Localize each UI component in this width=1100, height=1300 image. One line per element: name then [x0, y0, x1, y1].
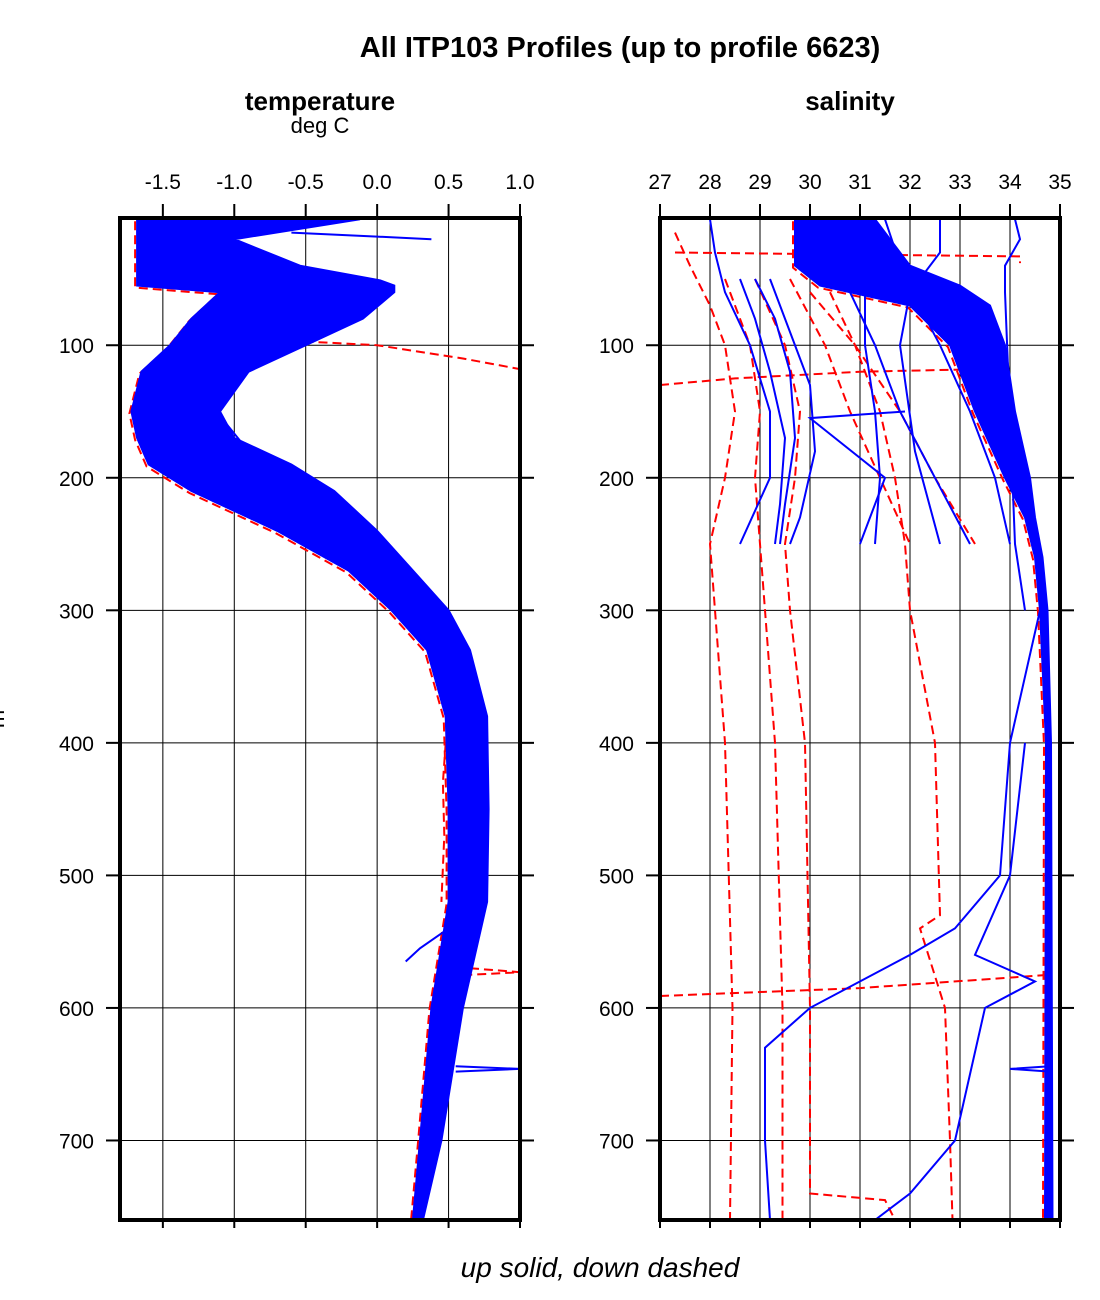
y-tick-label: 300: [599, 600, 634, 623]
up-profile-line: [898, 219, 941, 545]
panel-frame: [658, 216, 1062, 1222]
up-profile-line: [834, 219, 971, 545]
y-tick-label: 500: [599, 865, 634, 888]
salinity-data: [660, 218, 1054, 1220]
y-tick-label: 700: [59, 1130, 94, 1153]
y-tick-label: 600: [59, 998, 94, 1021]
temperature-panel: -1.5 -1.0 -0.5 0.0 0.5 1.0 100 200 300 400 500 600 7…: [59, 171, 535, 1228]
up-profile-line: [739, 278, 787, 545]
down-profile-line: [674, 251, 1021, 264]
down-profile-line: [469, 967, 520, 976]
y-tick-label: 200: [599, 468, 634, 491]
temperature-data: [128, 218, 520, 1220]
up-profile-band: [130, 218, 490, 1220]
up-profile-line: [455, 1065, 520, 1073]
y-tick-label: 500: [59, 865, 94, 888]
y-tick-label: 100: [599, 335, 634, 358]
up-profile-line: [405, 927, 450, 963]
y-tick-label: 700: [599, 1130, 634, 1153]
down-profile-line: [440, 742, 447, 902]
x-tick-label: -0.5: [288, 171, 324, 194]
up-profile-line: [754, 278, 797, 545]
down-profile-line: [674, 232, 737, 1220]
up-profile-line: [884, 218, 1011, 545]
x-tick-label: 35: [1048, 171, 1071, 194]
up-profile-line: [864, 292, 882, 545]
y-tick-label: 300: [59, 600, 94, 623]
up-profile-line: [874, 742, 1038, 1220]
salinity-panel: 27 28 29 30 31 32 33 34 35 100 200 300 400 500 600 700: [599, 171, 1074, 1228]
down-profile-line: [724, 278, 784, 1220]
salinity-panel-title: salinity: [805, 86, 895, 116]
down-profile-line: [829, 291, 954, 1220]
x-tick-label: 33: [948, 171, 971, 194]
x-tick-label: 30: [798, 171, 821, 194]
up-profile-line: [1004, 219, 1026, 611]
x-tick-label: -1.5: [145, 171, 181, 194]
x-tick-label: 31: [848, 171, 871, 194]
up-profile-line: [226, 424, 371, 545]
x-tick-label: 27: [648, 171, 671, 194]
x-tick-label: 0.5: [434, 171, 463, 194]
x-tick-label: 1.0: [505, 171, 534, 194]
x-tick-label: 0.0: [363, 171, 392, 194]
down-profile-edge: [792, 221, 1046, 1220]
up-profile-line: [807, 410, 906, 545]
down-profile-edge: [128, 221, 448, 1220]
x-tick-label: -1.0: [216, 171, 252, 194]
y-tick-label: 200: [59, 468, 94, 491]
y-tick-label: 100: [59, 335, 94, 358]
temperature-unit-label: deg C: [290, 113, 350, 138]
y-tick-label: 400: [59, 733, 94, 756]
temperature-panel-title: temperature: [244, 86, 396, 116]
up-profile-band: [794, 218, 1054, 1220]
panel-frame: [118, 216, 522, 1222]
down-profile-line: [660, 973, 1051, 997]
up-profile-line: [291, 231, 432, 241]
down-profile-line: [660, 368, 986, 386]
x-tick-label: 28: [698, 171, 721, 194]
up-profile-line: [709, 219, 771, 545]
up-profile-line: [764, 610, 1041, 1220]
y-tick-label: 400: [599, 733, 634, 756]
up-profile-line: [1009, 1065, 1051, 1073]
y-tick-label: 600: [599, 998, 634, 1021]
x-axis-label: up solid, down dashed: [460, 1252, 740, 1283]
down-profile-line: [789, 278, 911, 545]
x-tick-label: 34: [998, 171, 1022, 194]
x-tick-label: 29: [748, 171, 771, 194]
down-profile-line: [754, 278, 896, 1220]
chart-title: All ITP103 Profiles (up to profile 6623): [359, 32, 881, 64]
x-tick-label: 32: [898, 171, 921, 194]
down-profile-line: [809, 291, 976, 545]
